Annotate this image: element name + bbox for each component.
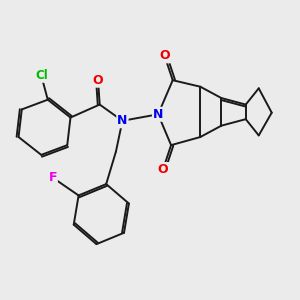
Text: O: O (159, 50, 170, 62)
Text: N: N (153, 108, 163, 121)
Text: Cl: Cl (35, 69, 48, 82)
Text: O: O (93, 74, 104, 87)
Text: N: N (117, 114, 128, 127)
Text: O: O (158, 163, 168, 176)
Text: F: F (48, 171, 57, 184)
